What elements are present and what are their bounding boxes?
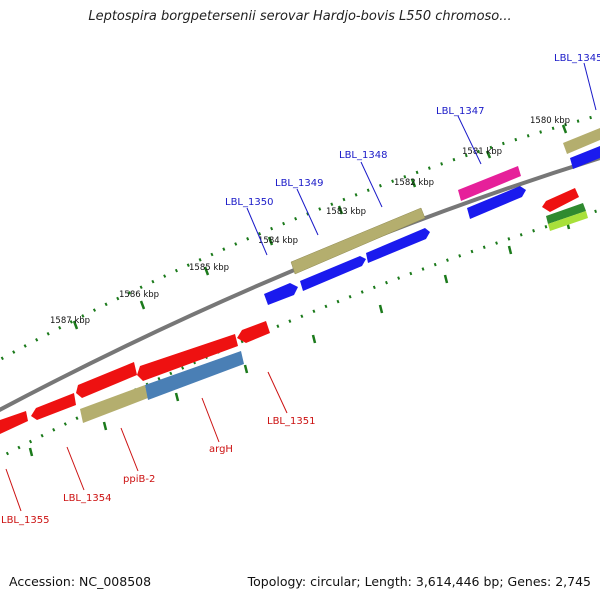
feature-red-1[interactable] <box>0 411 28 434</box>
feature-steel[interactable] <box>145 351 244 400</box>
scale-label-1586: 1586 kbp <box>119 290 159 300</box>
feature-blue-1347[interactable] <box>467 186 526 219</box>
feature-blue-1345[interactable] <box>570 146 600 169</box>
gene-label-lbl1347: LBL_1347 <box>436 106 484 117</box>
feature-red-4[interactable] <box>137 334 238 381</box>
gene-label-lbl1354: LBL_1354 <box>63 493 111 504</box>
gene-label-lbl1348: LBL_1348 <box>339 150 387 161</box>
gene-label-lbl1349: LBL_1349 <box>275 178 323 189</box>
reverse-labels: LBL_1351 argH ppiB-2 LBL_1354 LBL_1355 <box>1 416 315 526</box>
backbone <box>0 156 600 412</box>
gene-label-lbl1350: LBL_1350 <box>225 197 273 208</box>
feature-khaki-2[interactable] <box>563 128 600 154</box>
feature-lime[interactable] <box>548 211 588 231</box>
feature-red-6[interactable] <box>542 188 579 212</box>
feature-magenta[interactable] <box>458 166 521 201</box>
scale-label-1581: 1581 kbp <box>462 147 502 157</box>
scale-label-1582: 1582 kbp <box>394 178 434 188</box>
feature-khaki-3[interactable] <box>80 385 148 423</box>
gene-label-ppib2: ppiB-2 <box>123 474 155 485</box>
feature-red-3[interactable] <box>76 362 137 398</box>
gene-label-lbl1355: LBL_1355 <box>1 515 49 526</box>
feature-red-2[interactable] <box>31 393 76 420</box>
scale-label-1587: 1587 kbp <box>50 316 90 326</box>
feature-blue-1349[interactable] <box>300 256 366 291</box>
feature-green[interactable] <box>546 203 586 224</box>
feature-blue-1348[interactable] <box>366 228 430 263</box>
map-title: Leptospira borgpetersenii serovar Hardjo… <box>88 9 512 24</box>
feature-red-5[interactable] <box>237 321 270 343</box>
forward-leaders <box>246 62 597 256</box>
feature-khaki-1[interactable] <box>290 207 426 275</box>
gene-label-lbl1345: LBL_1345 <box>554 53 600 64</box>
scale-label-1580: 1580 kbp <box>530 116 570 126</box>
outer-major-ticks <box>72 124 568 330</box>
scale-label-1583: 1583 kbp <box>326 207 366 217</box>
reverse-leaders <box>5 371 288 512</box>
scale-label-1585: 1585 kbp <box>189 263 229 273</box>
gene-label-lbl1351: LBL_1351 <box>267 416 315 427</box>
inner-major-ticks <box>28 220 571 457</box>
forward-features <box>264 128 600 305</box>
accession-text: Accession: NC_008508 <box>9 574 152 589</box>
scale-labels: 1580 kbp 1581 kbp 1582 kbp 1583 kbp 1584… <box>50 116 570 326</box>
scale-label-1584: 1584 kbp <box>258 236 298 246</box>
gene-label-argh: argH <box>209 444 233 455</box>
reverse-features <box>0 188 588 434</box>
feature-blue-1350[interactable] <box>264 283 298 305</box>
genome-summary: Topology: circular; Length: 3,614,446 bp… <box>247 574 591 589</box>
forward-labels: LBL_1345 LBL_1347 LBL_1348 LBL_1349 LBL_… <box>225 53 600 208</box>
